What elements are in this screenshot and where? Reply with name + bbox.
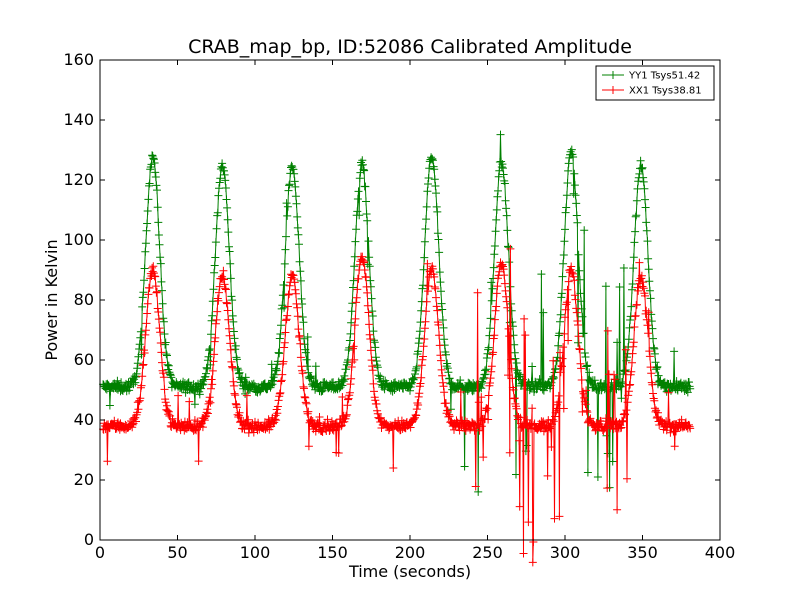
legend-entry: YY1 Tsys51.42 [628, 71, 700, 82]
x-tick-label: 350 [627, 543, 658, 562]
y-tick-label: 40 [74, 410, 94, 429]
series-yy1 [99, 130, 695, 496]
plot-area [99, 130, 695, 567]
chart-title: CRAB_map_bp, ID:52086 Calibrated Amplitu… [188, 36, 632, 58]
legend-box [595, 65, 715, 101]
x-tick-label: 100 [240, 543, 271, 562]
x-tick-label: 300 [550, 543, 581, 562]
x-axis-label: Time (seconds) [348, 562, 471, 581]
y-tick-label: 0 [84, 530, 94, 549]
series-markers [99, 244, 695, 567]
legend-entry: XX1 Tsys38.81 [629, 86, 702, 97]
y-axis-label: Power in Kelvin [42, 239, 61, 360]
x-tick-label: 200 [395, 543, 426, 562]
y-tick-label: 160 [63, 50, 94, 69]
x-tick-label: 50 [167, 543, 187, 562]
series-xx1 [99, 244, 695, 567]
legend-marker [609, 86, 617, 94]
y-tick-label: 20 [74, 470, 94, 489]
y-tick-label: 60 [74, 350, 94, 369]
y-tick-label: 100 [63, 230, 94, 249]
series-markers [99, 130, 695, 496]
x-tick-label: 400 [705, 543, 736, 562]
y-tick-label: 140 [63, 110, 94, 129]
x-axis: 0 50 100 150 200 250 300 350 400 [95, 60, 735, 562]
x-tick-label: 250 [472, 543, 503, 562]
series-line [102, 248, 691, 563]
y-tick-label: 80 [74, 290, 94, 309]
y-tick-label: 120 [63, 170, 94, 189]
x-tick-label: 0 [95, 543, 105, 562]
x-tick-label: 150 [317, 543, 348, 562]
series-line [102, 134, 691, 492]
legend: YY1 Tsys51.42 XX1 Tsys38.81 [595, 65, 715, 101]
y-axis: 0 20 40 60 80 100 120 140 160 [63, 50, 720, 549]
legend-marker [609, 71, 617, 79]
